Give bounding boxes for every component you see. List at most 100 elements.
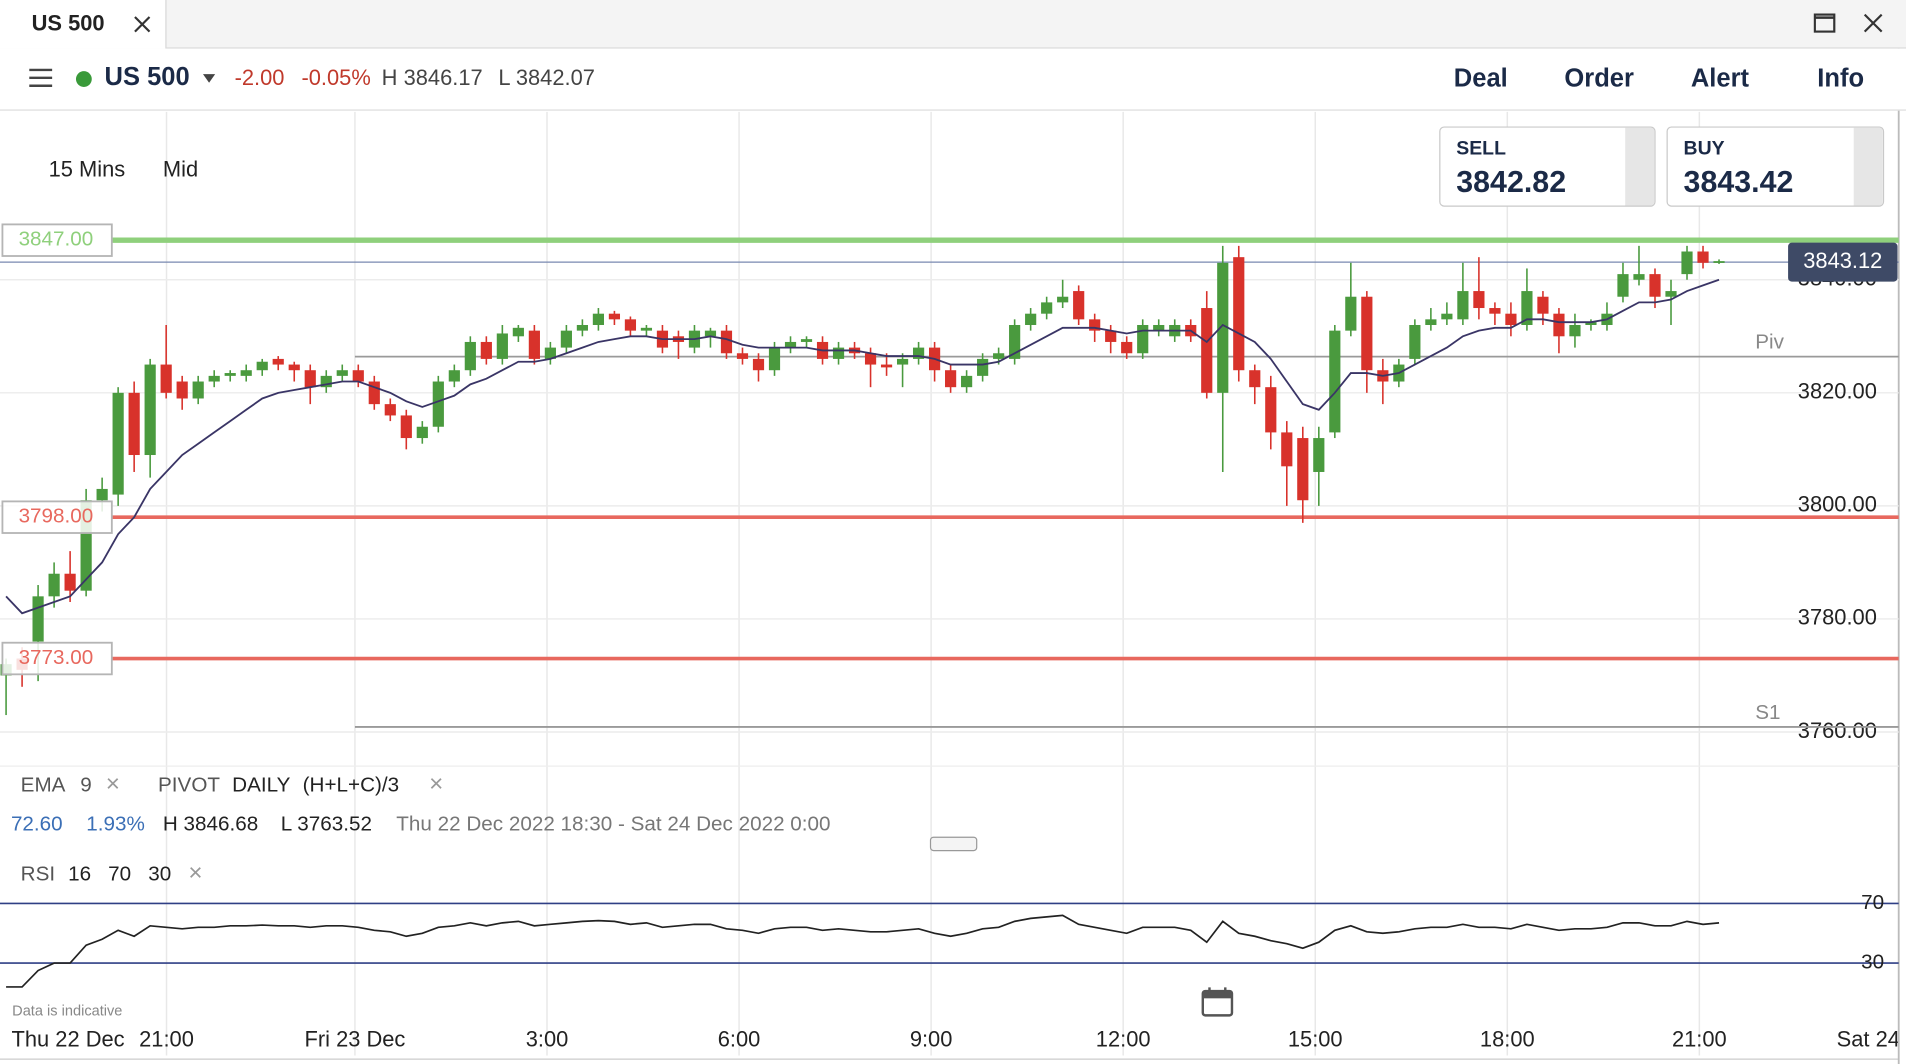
remove-icon[interactable]: × <box>188 859 203 887</box>
candle-body <box>192 381 204 399</box>
last-price-label: 3843.12 <box>1803 248 1882 273</box>
interval[interactable]: 15 Mins <box>48 156 126 182</box>
remove-icon[interactable]: × <box>429 770 444 798</box>
menu-icon[interactable] <box>29 68 53 87</box>
dropdown-caret[interactable] <box>202 73 217 85</box>
candle-body <box>993 353 1005 359</box>
tab-close[interactable] <box>134 16 151 33</box>
stat-change: 72.60 <box>10 812 63 836</box>
candle-body <box>352 370 364 382</box>
calendar-icon[interactable] <box>1201 986 1234 1018</box>
candle-body <box>640 327 653 331</box>
candle-body <box>1617 274 1629 297</box>
close-window[interactable] <box>1863 13 1883 33</box>
y-tick-label: 3780.00 <box>1798 605 1877 630</box>
candle-body <box>704 330 717 337</box>
y-tick-label: 3800.00 <box>1798 492 1877 517</box>
candle-body <box>1201 308 1213 393</box>
level-label-box <box>1 223 113 257</box>
tab-title: US 500 <box>31 10 105 36</box>
maximize[interactable] <box>1813 13 1836 33</box>
candle-body <box>1569 324 1581 337</box>
sell-label: SELL <box>1456 138 1506 160</box>
action[interactable]: Info <box>1817 64 1865 93</box>
candle-body <box>256 361 268 371</box>
candle-body <box>48 573 60 597</box>
price-type[interactable]: Mid <box>162 156 199 182</box>
candle-body <box>1457 291 1469 320</box>
stat-low: L 3763.52 <box>280 812 372 836</box>
x-tick-label: 21:00 <box>139 1027 194 1052</box>
candle-body <box>1329 330 1341 433</box>
candle-body <box>496 333 508 359</box>
legend-area: EMA 9 × PIVOT DAILY (H+L+C)/3 × 72.60 1.… <box>0 770 1896 887</box>
sell-button[interactable]: SELL 3842.82 <box>1439 126 1656 207</box>
candle-body <box>1665 291 1677 297</box>
buy-button[interactable]: BUY 3843.42 <box>1666 126 1885 207</box>
candle-body <box>720 330 733 354</box>
candle-body <box>272 358 284 365</box>
action[interactable]: Deal <box>1453 64 1508 93</box>
candle-body <box>864 353 877 365</box>
ema-period: 9 <box>80 773 92 797</box>
rsi-period: 16 <box>68 862 92 886</box>
candle-body <box>1137 324 1149 354</box>
stat-range: Thu 22 Dec 2022 18:30 - Sat 24 Dec 2022 … <box>396 812 831 836</box>
x-tick-label: 6:00 <box>718 1027 761 1052</box>
candle-body <box>1441 313 1453 320</box>
candle-body <box>400 415 412 439</box>
candle-body <box>80 500 92 591</box>
candle-body <box>1521 291 1533 325</box>
ema-name: EMA <box>20 773 66 797</box>
candle-body <box>945 370 957 388</box>
action[interactable]: Alert <box>1690 64 1750 93</box>
x-tick-label: 9:00 <box>910 1027 953 1052</box>
candle-body <box>1153 324 1165 331</box>
candle-body <box>784 341 797 348</box>
button-strip <box>1625 127 1655 206</box>
candle-body <box>1425 319 1437 325</box>
candle-body <box>1473 291 1485 309</box>
candle-body <box>1633 274 1645 280</box>
x-tick-label: 12:00 <box>1096 1027 1151 1052</box>
pane-resize-handle[interactable] <box>929 836 978 852</box>
candle-body <box>128 392 140 456</box>
candle-body <box>752 358 765 371</box>
rsi-lower: 30 <box>148 862 172 886</box>
candle-body <box>560 330 572 348</box>
footnote: Data is indicative <box>12 1001 123 1020</box>
sell-price: 3842.82 <box>1456 165 1567 200</box>
tab[interactable]: US 500 <box>0 0 167 49</box>
x-tick-label: 15:00 <box>1288 1027 1343 1052</box>
high: H 3846.17 <box>381 65 483 90</box>
candle-body <box>112 392 124 495</box>
instrument[interactable]: US 500 <box>104 63 190 92</box>
change: -2.00 <box>234 65 285 90</box>
remove-icon[interactable]: × <box>105 770 120 798</box>
candle-body <box>208 375 220 382</box>
pivot-label: S1 <box>1755 701 1780 724</box>
candle-body <box>1505 313 1517 325</box>
stat-change-pct: 1.93% <box>86 812 145 836</box>
candle-body <box>144 364 156 456</box>
candle-body <box>1281 432 1293 467</box>
y-tick-label: 3820.00 <box>1798 379 1877 404</box>
pivot-period: DAILY <box>232 773 291 797</box>
buy-label: BUY <box>1683 138 1725 160</box>
change-pct: -0.05% <box>301 65 371 90</box>
action[interactable]: Order <box>1564 64 1634 93</box>
candle-body <box>336 370 348 376</box>
candle-body <box>977 358 989 376</box>
candle-body <box>1697 251 1709 263</box>
level-label: 3798.00 <box>19 505 94 528</box>
candle-body <box>176 381 188 399</box>
candle-body <box>1265 387 1277 433</box>
candle-body <box>464 341 476 371</box>
candle-body <box>1297 438 1309 501</box>
candle-body <box>1105 330 1117 342</box>
candle-body <box>800 339 813 342</box>
button-strip <box>1853 127 1883 206</box>
candle-body <box>1409 324 1421 359</box>
candle-body <box>1649 274 1661 297</box>
